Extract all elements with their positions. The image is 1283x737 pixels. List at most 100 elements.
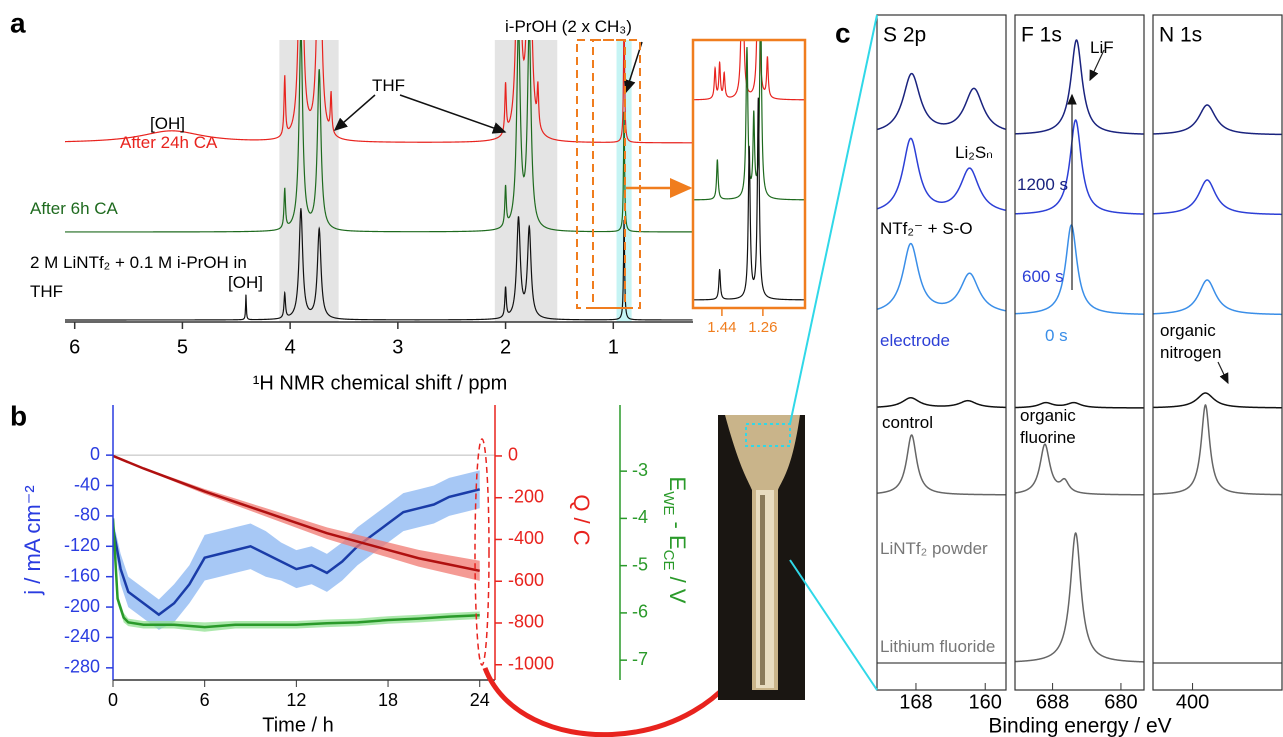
label-part: / V: [665, 570, 690, 603]
panel-title: N 1s: [1159, 24, 1202, 47]
panel-frame: [1014, 14, 1145, 691]
y-tick-label: -200: [508, 486, 544, 506]
annotation: 1200 s: [1017, 175, 1069, 194]
panel-title: F 1s: [1021, 24, 1062, 47]
x-tick-label: 3: [392, 336, 403, 358]
xps-panel: [1153, 104, 1282, 664]
xps-line: [1153, 179, 1282, 216]
connector: [789, 14, 878, 425]
annotation: electrode: [880, 331, 950, 350]
annotation: Lithium fluoride: [880, 637, 996, 656]
x-tick-label: 4: [285, 336, 296, 358]
xps-line: [1015, 532, 1144, 663]
x-tick-label: 400: [1176, 691, 1209, 713]
x-axis-label: Time / h: [262, 714, 334, 736]
label-part: - E: [665, 515, 690, 549]
x-tick-label: 5: [177, 336, 188, 358]
inset-frame: [691, 38, 807, 310]
y-tick-label: -800: [508, 612, 544, 632]
inset-tick-label: 1.44: [707, 319, 736, 336]
x-tick-label: 6: [69, 336, 80, 358]
x-tick-label: 2: [500, 336, 511, 358]
arrow: [399, 94, 507, 134]
spectrum-line: [65, 40, 693, 144]
arrow: [1217, 361, 1229, 385]
annotation: 0 s: [1045, 326, 1068, 345]
highlight-ellipse: [474, 438, 490, 666]
spectra: [65, 40, 693, 321]
x-tick-label: 12: [286, 690, 306, 710]
inset-line: [693, 40, 805, 101]
xps-line: [877, 242, 1006, 312]
zoom-square: [745, 423, 791, 447]
xps-panel: [877, 72, 1006, 664]
y-tick-label: -280: [64, 657, 100, 677]
y3-axis-label: EWE - ECE / V: [660, 477, 691, 604]
y-tick-label: -400: [508, 528, 544, 548]
arrow: [623, 41, 643, 94]
xps-line: [877, 72, 1006, 131]
series-line: [113, 518, 480, 629]
xps-panel: [1015, 39, 1144, 663]
arrow: [333, 94, 376, 131]
connector: [789, 559, 878, 691]
x-tick-label: 6: [200, 690, 210, 710]
label-part: CE: [660, 550, 677, 571]
label-part: E: [665, 477, 690, 492]
x-tick-label: 1: [608, 336, 619, 358]
y-tick-label: -80: [74, 505, 100, 525]
panel-letter: a: [10, 7, 26, 38]
y-tick-label: -1000: [508, 654, 554, 674]
panel-frame: [876, 14, 1007, 691]
x-tick-label: 160: [969, 691, 1002, 713]
y-tick-label: -6: [632, 602, 648, 622]
label-part: WE: [660, 491, 677, 515]
x-axis-label: ¹H NMR chemical shift / ppm: [253, 372, 508, 394]
inset-line: [693, 97, 805, 301]
panel-letter: c: [835, 17, 851, 48]
y-tick-label: -120: [64, 535, 100, 555]
inset-tick-label: 1.26: [748, 319, 777, 336]
error-band: [113, 470, 480, 630]
panel-a: 6 5 4 3 2 1 ¹H NMR chemical shift / ppm 1.44 1.2…: [65, 38, 807, 394]
x-tick-label: 24: [470, 690, 490, 710]
annotation: control: [882, 413, 934, 432]
annotation: organic nitrogen: [1160, 321, 1222, 362]
annotation: Li₂Sₙ: [955, 143, 993, 162]
xps-line: [877, 434, 1006, 496]
series-line: [113, 454, 480, 573]
y-tick-label: -200: [64, 596, 100, 616]
panel-letter: b: [10, 400, 27, 431]
xps-line: [1015, 39, 1144, 135]
xps-line: [1015, 119, 1144, 215]
panel-frame: [1152, 14, 1283, 691]
x-tick-label: 688: [1036, 691, 1069, 713]
xps-line: [877, 397, 1006, 409]
xps-line: [1015, 401, 1144, 409]
y-tick-label: -240: [64, 626, 100, 646]
xps-line: [1015, 443, 1144, 496]
arrow: [1089, 49, 1105, 82]
annotation: THF: [372, 76, 406, 95]
y-tick-label: -5: [632, 554, 648, 574]
zoom-box: [592, 39, 626, 309]
spectrum-line: [65, 208, 693, 321]
panel-title: S 2p: [883, 24, 926, 47]
y-tick-label: 0: [508, 445, 518, 465]
y-tick-label: -160: [64, 565, 100, 585]
annotation: [OH]: [150, 114, 185, 133]
photo: [718, 415, 805, 700]
x-tick-label: 18: [378, 690, 398, 710]
annotation: LiNTf₂ powder: [880, 539, 988, 558]
x-tick-label: 680: [1104, 691, 1137, 713]
y-tick-label: -600: [508, 570, 544, 590]
series-label: After 6h CA: [30, 199, 118, 218]
xps-line: [1153, 392, 1282, 409]
x-axis-label: Binding energy / eV: [988, 715, 1171, 737]
xps-line: [1153, 404, 1282, 496]
annotation: 600 s: [1022, 267, 1064, 286]
annotation: i-PrOH (2 x CH₃): [505, 17, 632, 36]
